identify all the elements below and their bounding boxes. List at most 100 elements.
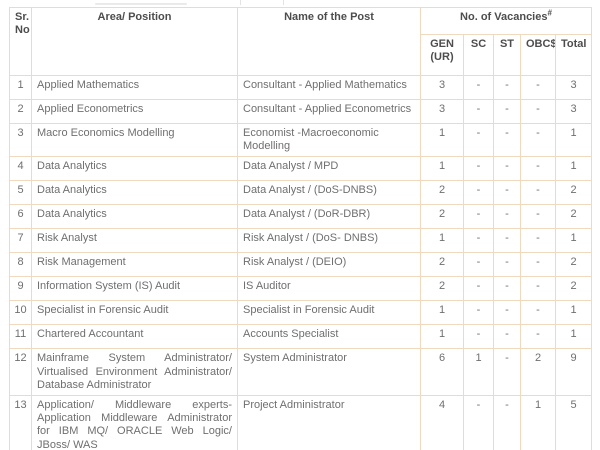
col-header-area-position: Area/ Position bbox=[31, 7, 238, 76]
st-cell: - bbox=[493, 180, 521, 206]
obc-cell: - bbox=[520, 180, 556, 206]
area-cell: Macro Economics Modelling bbox=[31, 122, 238, 158]
sc-cell: - bbox=[463, 156, 494, 182]
table-row: 3 Macro Economics Modelling Economist -M… bbox=[9, 122, 592, 158]
total-cell: 1 bbox=[555, 122, 592, 158]
obc-cell: - bbox=[520, 252, 556, 278]
st-cell: - bbox=[493, 99, 521, 124]
table-row: 5 Data Analytics Data Analyst / (DoS-DNB… bbox=[9, 180, 592, 206]
total-cell: 5 bbox=[555, 394, 592, 450]
post-cell: Risk Analyst / (DEIO) bbox=[237, 252, 421, 278]
sr-cell: 1 bbox=[9, 75, 32, 100]
total-cell: 2 bbox=[555, 180, 592, 206]
obc-cell: - bbox=[520, 228, 556, 254]
sr-cell: 7 bbox=[9, 228, 32, 254]
area-cell: Chartered Accountant bbox=[31, 324, 238, 350]
post-cell: Specialist in Forensic Audit bbox=[237, 300, 421, 326]
table-row: 10 Specialist in Forensic Audit Speciali… bbox=[9, 300, 592, 326]
post-cell: System Administrator bbox=[237, 348, 421, 396]
table-row: 6 Data Analytics Data Analyst / (DoR-DBR… bbox=[9, 204, 592, 230]
area-cell: Specialist in Forensic Audit bbox=[31, 300, 238, 326]
obc-cell: 2 bbox=[520, 348, 556, 396]
obc-cell: - bbox=[520, 276, 556, 302]
post-cell: Data Analyst / (DoS-DNBS) bbox=[237, 180, 421, 206]
sc-cell: - bbox=[463, 276, 494, 302]
col-header-st: ST bbox=[493, 34, 521, 76]
area-cell: Information System (IS) Audit bbox=[31, 276, 238, 302]
post-cell: Consultant - Applied Econometrics bbox=[237, 99, 421, 124]
gen-cell: 1 bbox=[420, 300, 464, 326]
table-row: 1 Applied Mathematics Consultant - Appli… bbox=[9, 75, 592, 100]
post-cell: Accounts Specialist bbox=[237, 324, 421, 350]
total-cell: 9 bbox=[555, 348, 592, 396]
st-cell: - bbox=[493, 394, 521, 450]
vacancies-label: No. of Vacancies bbox=[460, 11, 548, 23]
sc-cell: - bbox=[463, 122, 494, 158]
st-cell: - bbox=[493, 122, 521, 158]
total-cell: 2 bbox=[555, 204, 592, 230]
sc-cell: - bbox=[463, 324, 494, 350]
sr-cell: 8 bbox=[9, 252, 32, 278]
header-row-main: Sr. No Area/ Position Name of the Post N… bbox=[9, 7, 592, 76]
sc-cell: - bbox=[463, 204, 494, 230]
table-row: 12 Mainframe System Administrator/ Virtu… bbox=[9, 348, 592, 396]
sc-cell: - bbox=[463, 394, 494, 450]
st-cell: - bbox=[493, 228, 521, 254]
post-cell: Data Analyst / MPD bbox=[237, 156, 421, 182]
post-cell: Project Administrator bbox=[237, 394, 421, 450]
sr-cell: 9 bbox=[9, 276, 32, 302]
sc-cell: 1 bbox=[463, 348, 494, 396]
gen-cell: 2 bbox=[420, 252, 464, 278]
obc-cell: - bbox=[520, 156, 556, 182]
vacancies-footnote-marker: # bbox=[547, 8, 552, 18]
sr-cell: 3 bbox=[9, 122, 32, 158]
col-header-sr-no: Sr. No bbox=[9, 7, 32, 76]
sr-cell: 11 bbox=[9, 324, 32, 350]
st-cell: - bbox=[493, 204, 521, 230]
cropped-border-stub bbox=[283, 0, 284, 5]
st-cell: - bbox=[493, 276, 521, 302]
total-cell: 3 bbox=[555, 75, 592, 100]
post-cell: Risk Analyst / (DoS- DNBS) bbox=[237, 228, 421, 254]
st-cell: - bbox=[493, 252, 521, 278]
col-header-gen-ur: GEN (UR) bbox=[420, 34, 464, 76]
sc-cell: - bbox=[463, 180, 494, 206]
st-cell: - bbox=[493, 75, 521, 100]
table-row: 9 Information System (IS) Audit IS Audit… bbox=[9, 276, 592, 302]
table-row: 11 Chartered Accountant Accounts Special… bbox=[9, 324, 592, 350]
sr-cell: 5 bbox=[9, 180, 32, 206]
header-row-sub: GEN (UR) SC ST OBC$ Total bbox=[10, 34, 592, 76]
table-row: 7 Risk Analyst Risk Analyst / (DoS- DNBS… bbox=[9, 228, 592, 254]
st-cell: - bbox=[493, 156, 521, 182]
st-cell: - bbox=[493, 300, 521, 326]
sr-cell: 6 bbox=[9, 204, 32, 230]
table-row: 2 Applied Econometrics Consultant - Appl… bbox=[9, 99, 592, 124]
sr-cell: 12 bbox=[9, 348, 32, 396]
obc-cell: 1 bbox=[520, 394, 556, 450]
vacancies-table: Sr. No Area/ Position Name of the Post N… bbox=[9, 7, 592, 450]
gen-cell: 2 bbox=[420, 276, 464, 302]
sc-cell: - bbox=[463, 228, 494, 254]
gen-cell: 1 bbox=[420, 156, 464, 182]
table-row: 8 Risk Management Risk Analyst / (DEIO) … bbox=[9, 252, 592, 278]
total-cell: 1 bbox=[555, 300, 592, 326]
sc-cell: - bbox=[463, 99, 494, 124]
gen-cell: 3 bbox=[420, 75, 464, 100]
sc-cell: - bbox=[463, 75, 494, 100]
st-cell: - bbox=[493, 324, 521, 350]
total-cell: 2 bbox=[555, 276, 592, 302]
col-header-sc: SC bbox=[463, 34, 494, 76]
obc-cell: - bbox=[520, 324, 556, 350]
sc-cell: - bbox=[463, 300, 494, 326]
sc-cell: - bbox=[463, 252, 494, 278]
obc-cell: - bbox=[520, 99, 556, 124]
total-cell: 1 bbox=[555, 324, 592, 350]
gen-cell: 1 bbox=[420, 122, 464, 158]
obc-cell: - bbox=[520, 75, 556, 100]
obc-cell: - bbox=[520, 204, 556, 230]
total-cell: 2 bbox=[555, 252, 592, 278]
sr-cell: 4 bbox=[9, 156, 32, 182]
gen-cell: 2 bbox=[420, 180, 464, 206]
cropped-border-stub bbox=[240, 0, 241, 5]
obc-cell: - bbox=[520, 122, 556, 158]
